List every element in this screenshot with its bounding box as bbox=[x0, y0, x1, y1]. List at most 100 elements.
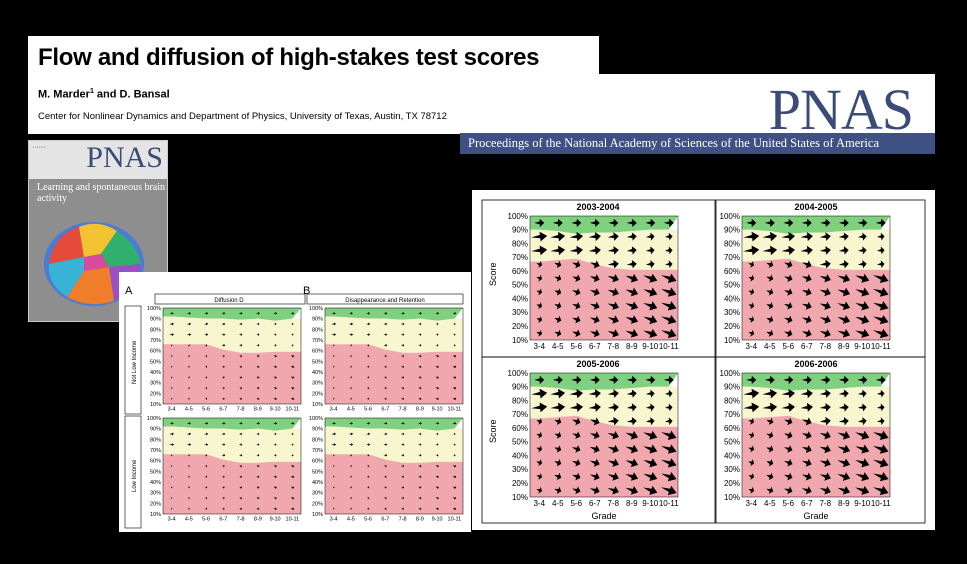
flow-arrow bbox=[435, 421, 440, 425]
flow-arrow bbox=[273, 464, 277, 468]
flow-arrow bbox=[536, 459, 543, 467]
flow-arrow bbox=[348, 432, 354, 436]
x-tick-label: 5-6 bbox=[202, 517, 210, 523]
flow-arrow bbox=[238, 443, 243, 447]
flow-arrow bbox=[800, 232, 813, 242]
plot-frame bbox=[324, 417, 464, 515]
flow-arrow bbox=[643, 430, 658, 440]
flow-arrow bbox=[855, 472, 870, 482]
flow-arrow bbox=[401, 354, 405, 358]
flow-arrow bbox=[572, 329, 581, 338]
y-tick-label: 80% bbox=[512, 239, 528, 248]
y-tick-label: 70% bbox=[312, 338, 323, 344]
flow-arrow bbox=[838, 246, 849, 255]
flow-arrow bbox=[855, 458, 870, 468]
flow-arrow bbox=[435, 486, 439, 489]
y-tick-label: 50% bbox=[512, 281, 528, 290]
flow-arrow bbox=[766, 431, 774, 439]
y-tick-label: 50% bbox=[150, 359, 161, 365]
flow-arrow bbox=[607, 389, 619, 398]
flow-arrow bbox=[418, 322, 422, 326]
flow-arrow bbox=[837, 301, 851, 311]
flow-arrow bbox=[349, 376, 352, 379]
flow-arrow bbox=[452, 464, 457, 468]
flow-arrow bbox=[367, 376, 370, 379]
flow-arrow bbox=[273, 443, 277, 447]
cover-masthead-text: ▪ ▪ ▪ ▪ ▪ ▪ ▪ bbox=[33, 145, 46, 149]
flow-arrow bbox=[169, 443, 175, 447]
flow-arrow bbox=[400, 443, 405, 447]
x-tick-label: 6-7 bbox=[219, 407, 227, 413]
band-passing bbox=[325, 316, 463, 353]
band-failing bbox=[742, 258, 890, 340]
flow-arrow bbox=[418, 376, 422, 379]
y-tick-label: 90% bbox=[150, 317, 161, 323]
flow-arrow bbox=[332, 507, 335, 511]
flow-arrow bbox=[290, 311, 295, 315]
flow-arrow bbox=[607, 458, 619, 467]
flow-arrow bbox=[819, 259, 831, 269]
flow-arrow bbox=[170, 454, 173, 457]
x-tick-label: 7-8 bbox=[399, 407, 407, 413]
flow-arrow bbox=[748, 445, 755, 453]
flow-arrow bbox=[838, 259, 849, 269]
flow-arrow bbox=[170, 496, 173, 500]
y-tick-label: 20% bbox=[312, 501, 323, 507]
flow-arrow bbox=[170, 386, 173, 390]
flow-arrow bbox=[572, 431, 581, 439]
flow-arrow bbox=[400, 453, 405, 457]
y-tick-label: 10% bbox=[512, 493, 528, 502]
band-passing bbox=[163, 426, 301, 463]
flow-arrow bbox=[876, 232, 885, 241]
flow-arrow bbox=[435, 365, 439, 369]
figure-panel-ab: A B Diffusion D Disappearance and Retent… bbox=[119, 272, 471, 532]
score-flow-plot: 10% 20% 30% 40% 50% 60% 70% 80% 90% 100% 3-4 4-5 5-6… bbox=[508, 212, 680, 351]
flow-arrow bbox=[367, 454, 370, 457]
flow-arrow bbox=[418, 496, 422, 500]
flow-arrow bbox=[589, 287, 600, 296]
x-tick-label: 8-9 bbox=[626, 342, 638, 351]
flow-arrow bbox=[205, 397, 208, 401]
flow-arrow bbox=[256, 475, 260, 479]
flow-arrow bbox=[384, 464, 387, 468]
y-tick-label: 40% bbox=[312, 370, 323, 376]
flow-arrow bbox=[626, 416, 637, 426]
y-tick-label: 30% bbox=[150, 491, 161, 497]
flow-arrow bbox=[418, 475, 422, 479]
flow-arrow bbox=[661, 471, 677, 482]
flow-arrow bbox=[819, 246, 831, 255]
y-tick-label: 30% bbox=[512, 465, 528, 474]
flow-arrow bbox=[384, 365, 387, 369]
flow-arrow bbox=[290, 496, 295, 500]
band-commended bbox=[325, 418, 463, 431]
flow-arrow bbox=[855, 328, 870, 338]
flow-arrow bbox=[536, 302, 543, 310]
y-tick-label: 80% bbox=[312, 327, 323, 333]
flow-arrow bbox=[418, 343, 422, 347]
flow-arrow bbox=[221, 443, 226, 447]
x-tick-label: 10-11 bbox=[448, 407, 462, 413]
x-tick-label: 6-7 bbox=[801, 499, 813, 508]
flow-arrow bbox=[607, 301, 619, 310]
flow-arrow bbox=[384, 475, 387, 479]
flow-arrow bbox=[452, 397, 457, 401]
flow-arrow bbox=[349, 454, 352, 457]
flow-arrow bbox=[661, 458, 677, 468]
flow-arrow bbox=[205, 475, 208, 479]
flow-arrow bbox=[204, 322, 209, 326]
plot-frame bbox=[741, 372, 891, 498]
flow-arrow bbox=[187, 354, 190, 358]
y-tick-label: 60% bbox=[724, 424, 740, 433]
y-tick-label: 80% bbox=[512, 396, 528, 405]
flow-arrow bbox=[607, 486, 619, 495]
x-tick-label: 7-8 bbox=[819, 499, 831, 508]
y-tick-label: 90% bbox=[312, 427, 323, 433]
y-tick-label: 30% bbox=[724, 465, 740, 474]
flow-arrow bbox=[435, 475, 439, 479]
flow-arrow bbox=[205, 376, 208, 379]
flow-arrow bbox=[238, 333, 243, 337]
flow-arrow bbox=[857, 246, 867, 255]
x-tick-label: 6-7 bbox=[589, 342, 601, 351]
flow-arrow bbox=[273, 333, 277, 337]
flow-arrow bbox=[435, 343, 439, 347]
